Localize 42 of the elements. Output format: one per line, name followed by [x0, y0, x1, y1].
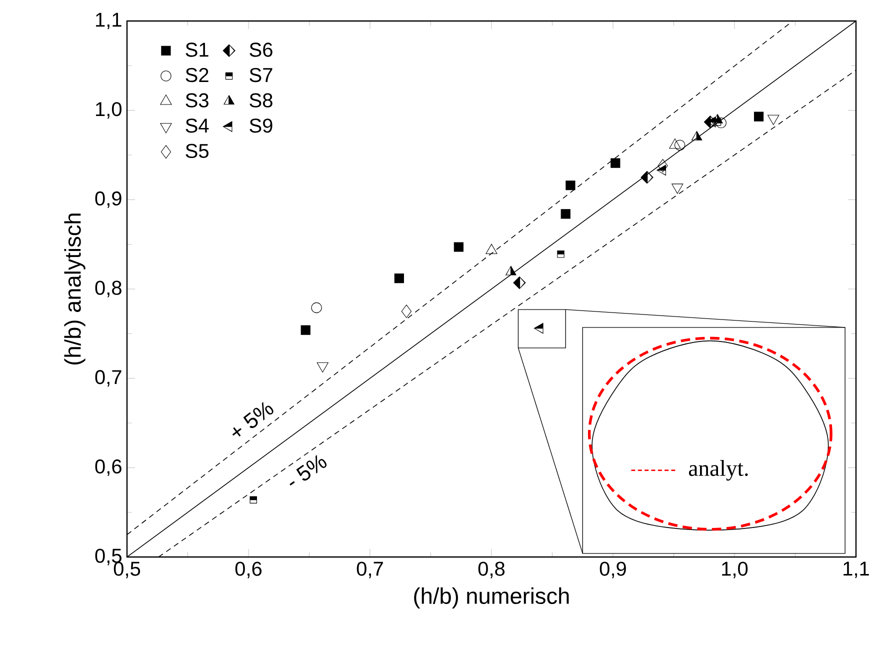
- annotation: analyt.: [688, 460, 748, 481]
- point: [316, 362, 328, 372]
- legend-label: S9: [250, 118, 272, 133]
- y-tick-label: 1,1: [96, 12, 122, 30]
- point: [311, 302, 322, 314]
- point: [566, 180, 576, 190]
- x-axis-title: (h/b) numerisch: [414, 587, 569, 608]
- point: [640, 170, 654, 184]
- x-tick-label: 0,9: [600, 562, 626, 578]
- legend-label: S4: [186, 118, 209, 133]
- legend-label: S6: [250, 42, 272, 57]
- point: [454, 242, 464, 252]
- legend-label: S3: [186, 93, 208, 108]
- point: [610, 158, 620, 168]
- point: [669, 138, 681, 149]
- point: [300, 325, 310, 335]
- y-tick-label: 1,0: [96, 102, 122, 119]
- point: [754, 112, 764, 122]
- x-tick-label: 1,0: [722, 562, 748, 578]
- x-tick-label: 0,7: [356, 562, 383, 578]
- point: [560, 209, 570, 219]
- y-tick-label: 0,6: [95, 459, 122, 476]
- y-tick-label: 0,7: [95, 370, 122, 387]
- legend-label: S2: [186, 68, 208, 82]
- x-tick-label: 0,8: [478, 562, 505, 578]
- point: [658, 159, 668, 172]
- legend-label: S8: [250, 93, 272, 108]
- text: + 5%: [232, 402, 274, 436]
- text: - 5%: [290, 455, 327, 486]
- point: [394, 273, 404, 284]
- y-tick-label: 0,9: [95, 191, 122, 208]
- x-tick-label: 1,1: [844, 562, 869, 578]
- legend-label: S1: [186, 42, 208, 57]
- legend-label: S7: [250, 68, 272, 82]
- legend-label: S5: [186, 144, 208, 158]
- point: [674, 140, 686, 151]
- y-tick-label: 0,8: [95, 280, 122, 298]
- point: [716, 118, 726, 128]
- point: [513, 276, 526, 290]
- y-axis-title: (h/b) analytisch: [64, 214, 86, 364]
- x-tick-label: 0,6: [235, 562, 262, 578]
- point: [401, 304, 412, 318]
